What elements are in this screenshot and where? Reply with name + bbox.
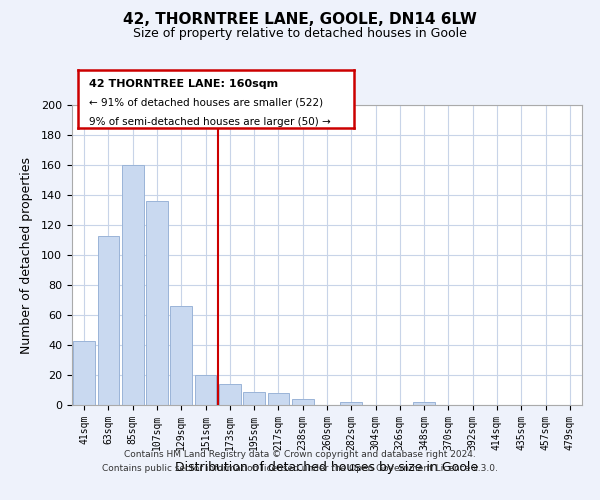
Bar <box>243 392 265 405</box>
Text: Contains public sector information licensed under the Open Government Licence v.: Contains public sector information licen… <box>102 464 498 473</box>
Text: Contains HM Land Registry data © Crown copyright and database right 2024.: Contains HM Land Registry data © Crown c… <box>124 450 476 459</box>
Bar <box>340 402 362 405</box>
Bar <box>268 393 289 405</box>
Bar <box>146 201 168 405</box>
Text: 9% of semi-detached houses are larger (50) →: 9% of semi-detached houses are larger (5… <box>89 117 331 127</box>
Text: 42 THORNTREE LANE: 160sqm: 42 THORNTREE LANE: 160sqm <box>89 78 278 88</box>
Bar <box>73 340 95 405</box>
Bar <box>292 399 314 405</box>
Bar <box>97 236 119 405</box>
Bar <box>219 384 241 405</box>
Y-axis label: Number of detached properties: Number of detached properties <box>20 156 33 354</box>
Text: Size of property relative to detached houses in Goole: Size of property relative to detached ho… <box>133 28 467 40</box>
X-axis label: Distribution of detached houses by size in Goole: Distribution of detached houses by size … <box>175 461 479 474</box>
Bar <box>170 306 192 405</box>
Bar <box>413 402 435 405</box>
Text: ← 91% of detached houses are smaller (522): ← 91% of detached houses are smaller (52… <box>89 98 323 108</box>
Bar <box>194 375 217 405</box>
Bar <box>122 165 143 405</box>
Text: 42, THORNTREE LANE, GOOLE, DN14 6LW: 42, THORNTREE LANE, GOOLE, DN14 6LW <box>123 12 477 28</box>
